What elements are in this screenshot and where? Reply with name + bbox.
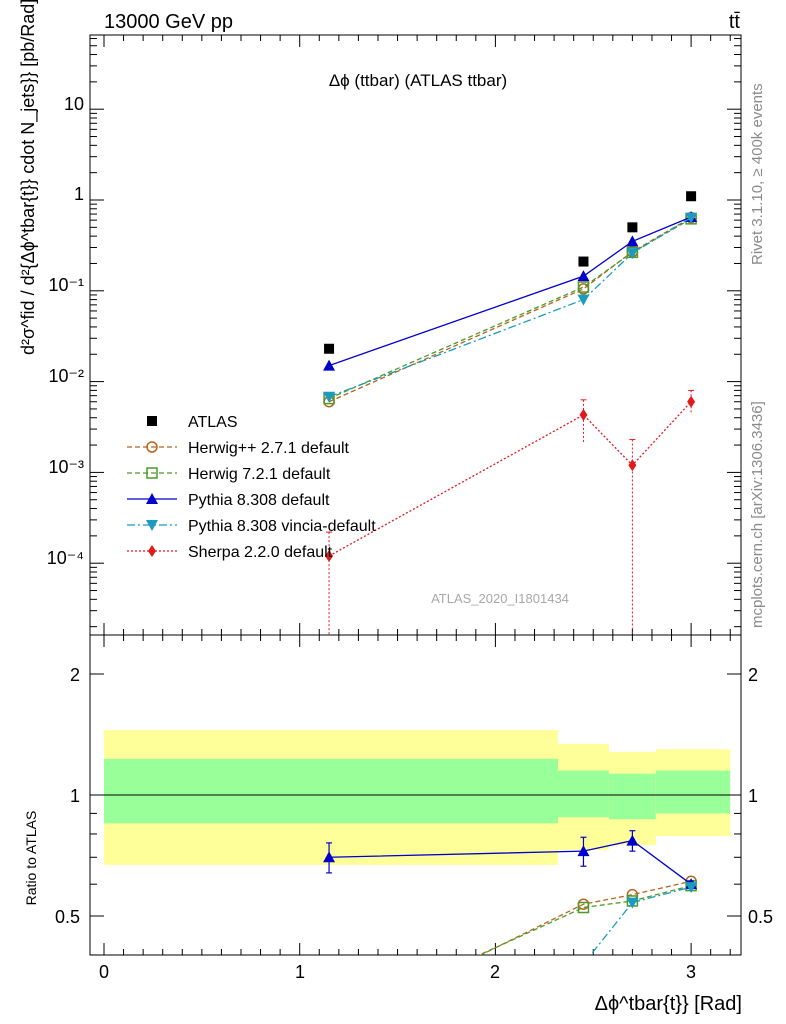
ratio-point <box>626 897 639 909</box>
legend-label: Herwig 7.2.1 default <box>188 466 331 483</box>
legend-symbol <box>146 493 158 504</box>
data-point <box>577 270 590 282</box>
y-main-tick-label: 10⁻² <box>48 366 84 386</box>
data-point <box>627 222 638 233</box>
legend-label: Herwig++ 2.7.1 default <box>188 440 350 457</box>
y-main-tick-labels: 10⁻⁴ 10⁻³ 10⁻² 10⁻¹ 1 10 <box>47 94 84 568</box>
legend-entry-atlas: ATLAS <box>147 414 238 431</box>
series-line <box>328 401 692 557</box>
data-point <box>577 281 590 293</box>
legend-symbol <box>146 467 158 479</box>
y-main-axis-label: d²σ^fid / d²{Δϕ^tbar{t}} cdot N_jets}} [… <box>18 0 39 355</box>
band-green <box>558 770 609 818</box>
legend-marker <box>127 520 177 531</box>
legend-marker <box>127 545 177 557</box>
y-ratio-tick-label: 1 <box>70 786 80 806</box>
legend-marker <box>127 441 177 453</box>
legend-entry-herwigpp: Herwig++ 2.7.1 default <box>127 440 350 457</box>
data-point <box>577 294 590 306</box>
data-point <box>626 248 639 260</box>
x-tick-labels: 0 1 2 3 <box>99 962 696 982</box>
legend-entry-herwig7: Herwig 7.2.1 default <box>127 466 331 483</box>
plot-title: Δϕ (ttbar) (ATLAS ttbar) <box>329 71 507 90</box>
ratio-line <box>329 839 692 885</box>
y-main-tick-label: 1 <box>74 184 84 204</box>
series-line <box>328 217 692 403</box>
ratio-line <box>479 880 692 955</box>
legend-marker <box>147 416 157 426</box>
data-point <box>579 408 588 421</box>
legend-label: ATLAS <box>188 414 238 431</box>
y-ratio-tick-label-right: 1 <box>748 786 758 806</box>
legend: ATLAS Herwig++ 2.7.1 default Herwig 7.2.… <box>127 414 376 561</box>
axis-ticks <box>90 35 741 956</box>
ratio-point <box>577 901 590 914</box>
series-atlas <box>324 191 697 354</box>
rivet-version: Rivet 3.1.10, ≥ 400k events <box>749 83 766 265</box>
ratio-point <box>626 834 639 846</box>
data-point <box>687 395 696 408</box>
legend-symbol <box>146 441 158 453</box>
data-point <box>626 235 639 247</box>
y-main-tick-label: 10⁻¹ <box>48 275 84 295</box>
ratio-point <box>323 851 336 863</box>
main-series <box>323 191 698 635</box>
y-ratio-tick-label: 0.5 <box>55 907 80 927</box>
y-ratio-tick-label: 2 <box>70 665 80 685</box>
x-tick-label: 1 <box>295 962 305 982</box>
data-point <box>323 359 336 371</box>
process-label: tt̄ <box>729 11 741 33</box>
y-main-tick-label: 10 <box>64 94 84 114</box>
legend-marker <box>127 493 177 504</box>
y-ratio-axis-label: Ratio to ATLAS <box>23 811 39 906</box>
data-point <box>324 343 335 354</box>
ratio-bands <box>90 730 741 865</box>
series-pythia-8-308-default <box>323 210 698 371</box>
mcplots-url: mcplots.cern.ch [arXiv:1306.3436] <box>749 401 766 628</box>
legend-symbol <box>148 545 156 557</box>
x-tick-label: 3 <box>686 962 696 982</box>
legend-symbol <box>146 520 158 531</box>
ratio-point <box>685 882 698 894</box>
analysis-id: ATLAS_2020_I1801434 <box>431 591 569 606</box>
series-line <box>328 216 692 367</box>
y-main-tick-label: 10⁻³ <box>48 457 84 477</box>
x-tick-label: 2 <box>490 962 500 982</box>
y-ratio-tick-label-right: 2 <box>748 665 758 685</box>
band-green <box>655 770 731 814</box>
band-green <box>608 773 656 820</box>
data-point <box>628 459 637 472</box>
x-axis-label: Δϕ^tbar{t}} [Rad] <box>595 993 742 1015</box>
legend-symbol <box>147 416 157 426</box>
series-herwig-7-2-1-default <box>323 213 697 405</box>
band-green <box>104 758 559 824</box>
series-pythia-8-308-vincia-default <box>323 212 698 403</box>
legend-entry-pythia-vincia: Pythia 8.308 vincia-default <box>127 518 376 535</box>
y-main-tick-label: 10⁻⁴ <box>47 548 84 568</box>
series-sherpa-2-2-0-default <box>325 389 696 635</box>
legend-entry-pythia: Pythia 8.308 default <box>127 492 330 509</box>
data-point <box>325 550 334 563</box>
series-line <box>328 217 692 398</box>
legend-label: Sherpa 2.2.0 default <box>188 544 333 561</box>
ratio-line <box>477 885 692 955</box>
legend-marker <box>127 467 177 479</box>
beam-label: 13000 GeV pp <box>104 11 233 33</box>
legend-label: Pythia 8.308 default <box>188 492 330 509</box>
data-point <box>578 256 589 267</box>
data-point <box>685 212 698 224</box>
y-ratio-tick-label-right: 0.5 <box>748 907 773 927</box>
x-tick-label: 0 <box>99 962 109 982</box>
legend-label: Pythia 8.308 vincia-default <box>188 518 376 535</box>
ratio-point <box>577 845 590 857</box>
data-point <box>686 191 697 202</box>
ratio-series <box>323 830 698 955</box>
legend-entry-sherpa: Sherpa 2.2.0 default <box>127 544 333 561</box>
y-ratio-tick-labels: 0.5 1 2 0.5 1 2 <box>55 665 773 927</box>
data-point <box>323 391 336 403</box>
ratio-series-pythia-8-308-vincia-default <box>589 882 698 955</box>
